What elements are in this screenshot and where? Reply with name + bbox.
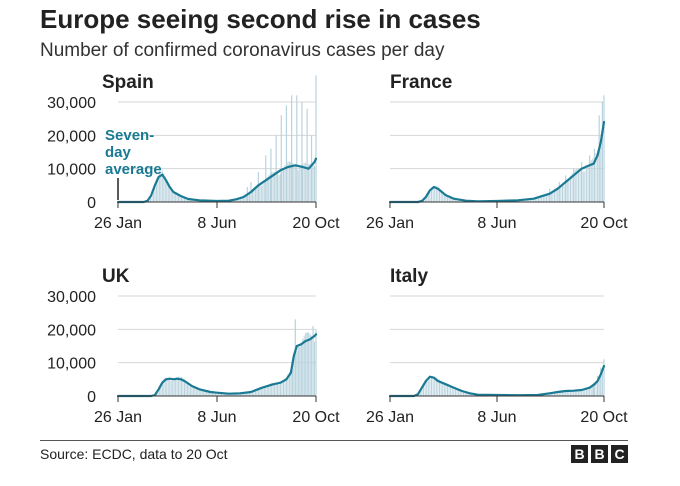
panel-italy: Italy 26 Jan 8 Jun 20 Oct [366, 266, 628, 426]
bbc-logo-letter: C [611, 445, 628, 463]
bbc-logo-letter: B [571, 445, 588, 463]
y-tick-label: 0 [87, 389, 96, 406]
panel-title: Italy [390, 266, 428, 287]
x-tick-label: 8 Jun [197, 409, 236, 426]
x-tick-label: 26 Jan [94, 215, 142, 232]
x-tick-label: 26 Jan [366, 215, 414, 232]
y-tick-label: 20,000 [47, 322, 96, 339]
x-tick-label: 20 Oct [292, 215, 340, 232]
y-tick-label: 30,000 [47, 95, 96, 112]
y-tick-label: 0 [87, 195, 96, 212]
panel-title: France [390, 72, 452, 93]
seven-day-average-line [388, 364, 606, 398]
x-tick-label: 20 Oct [580, 215, 628, 232]
seven-day-average-line [116, 157, 318, 204]
y-tick-label: 10,000 [47, 162, 96, 179]
x-tick-label: 20 Oct [580, 409, 628, 426]
chart-subtitle: Number of confirmed coronavirus cases pe… [40, 40, 445, 61]
annotation-text: day [105, 144, 132, 161]
bbc-logo-letter: B [591, 445, 608, 463]
x-tick-label: 26 Jan [366, 409, 414, 426]
seven-day-average-line [116, 333, 318, 398]
x-tick-label: 8 Jun [477, 215, 516, 232]
panel-spain: Spain 0 10,000 20,000 30,000 26 Jan 8 Jun 20 Oc… [47, 72, 340, 232]
source-note: Source: ECDC, data to 20 Oct [40, 446, 228, 462]
x-tick-label: 8 Jun [197, 215, 236, 232]
annotation-text: Seven- [105, 127, 154, 144]
panel-title: UK [102, 266, 130, 287]
panel-title: Spain [102, 72, 154, 93]
x-tick-label: 20 Oct [292, 409, 340, 426]
annotation-text: average [105, 161, 162, 178]
y-tick-label: 10,000 [47, 356, 96, 373]
chart-title: Europe seeing second rise in cases [40, 4, 481, 34]
footer-divider [40, 440, 628, 441]
x-tick-label: 8 Jun [477, 409, 516, 426]
y-tick-label: 30,000 [47, 289, 96, 306]
bbc-logo: B B C [571, 445, 628, 463]
panel-france: France 26 Jan 8 Jun 20 Oct [366, 72, 628, 232]
x-tick-label: 26 Jan [94, 409, 142, 426]
panel-uk: UK 0 10,000 20,000 30,000 26 Jan 8 Jun 20 Oct [47, 266, 340, 426]
seven-day-average-line [388, 120, 606, 204]
y-tick-label: 20,000 [47, 128, 96, 145]
